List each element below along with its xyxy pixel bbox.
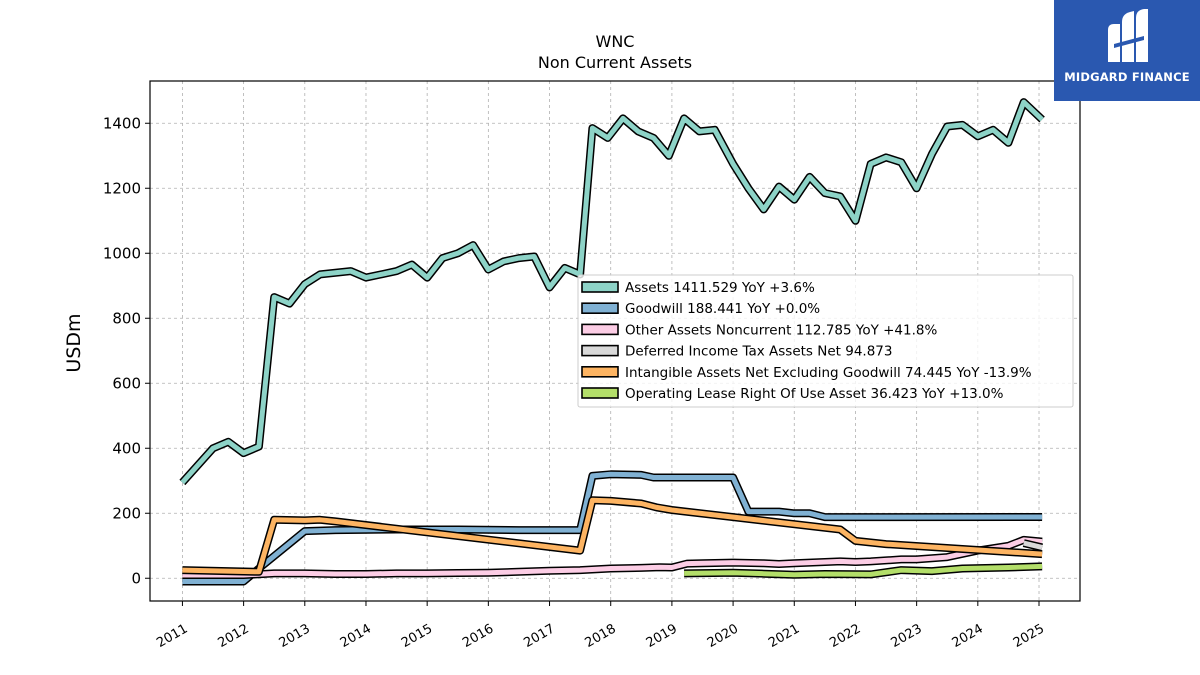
y-tick-label: 1200	[103, 179, 141, 197]
series-line-0	[180, 99, 1044, 485]
legend-label: Deferred Income Tax Assets Net 94.873	[625, 344, 892, 360]
legend-swatch	[581, 323, 619, 336]
brand-name: MIDGARD FINANCE	[1064, 70, 1190, 84]
y-tick-label: 200	[112, 504, 141, 522]
chart-subtitle: Non Current Assets	[538, 53, 692, 72]
y-tick-label: 1000	[103, 244, 141, 262]
x-tick-label: 2015	[399, 621, 435, 651]
y-axis-label: USDm	[63, 313, 85, 372]
x-tick-label: 2021	[766, 621, 802, 651]
x-tick-label: 2018	[583, 621, 619, 651]
y-tick-label: 1400	[103, 114, 141, 132]
y-tick-label: 0	[131, 569, 141, 587]
x-tick-label: 2019	[644, 621, 680, 651]
series-line-2	[182, 537, 1043, 578]
series-line-4	[182, 497, 1043, 575]
y-tick-label: 600	[112, 374, 141, 392]
x-tick-label: 2020	[705, 621, 741, 651]
legend: Assets 1411.529 YoY +3.6% Goodwill 188.44…	[577, 274, 1074, 408]
legend-swatch	[581, 344, 619, 357]
series-layer	[179, 98, 1045, 586]
chart-title: WNC	[596, 32, 635, 51]
legend-label: Other Assets Noncurrent 112.785 YoY +41.…	[625, 322, 937, 338]
x-tick-label: 2022	[827, 621, 863, 651]
y-tick-label: 400	[112, 439, 141, 457]
brand-logo: MIDGARD FINANCE	[1054, 0, 1200, 101]
x-tick-label: 2024	[950, 621, 986, 651]
x-tick-label: 2025	[1011, 621, 1047, 651]
y-tick-label: 800	[112, 309, 141, 327]
legend-label: Intangible Assets Net Excluding Goodwill…	[625, 365, 1032, 381]
x-tick-label: 2023	[888, 621, 924, 651]
x-tick-label: 2012	[215, 621, 251, 651]
legend-swatch	[581, 302, 619, 315]
midgard-logo-icon	[1108, 9, 1148, 62]
plot-frame	[149, 80, 1081, 602]
legend-label: Goodwill 188.441 YoY +0.0%	[625, 301, 820, 317]
legend-label: Operating Lease Right Of Use Asset 36.42…	[625, 386, 1004, 402]
x-tick-label: 2016	[460, 621, 496, 651]
legend-swatch	[581, 365, 619, 378]
legend-frame	[577, 274, 1074, 408]
x-tick-label: 2013	[277, 621, 313, 651]
legend-label: Assets 1411.529 YoY +3.6%	[625, 280, 815, 296]
x-tick-label: 2014	[338, 621, 374, 651]
series-line-1	[182, 471, 1043, 584]
series-line-5	[684, 563, 1043, 578]
x-tick-label: 2017	[521, 621, 557, 651]
legend-swatch	[581, 281, 619, 293]
series-line-3	[1023, 540, 1043, 550]
x-tick-label: 2011	[154, 621, 190, 651]
legend-swatch	[581, 387, 619, 399]
